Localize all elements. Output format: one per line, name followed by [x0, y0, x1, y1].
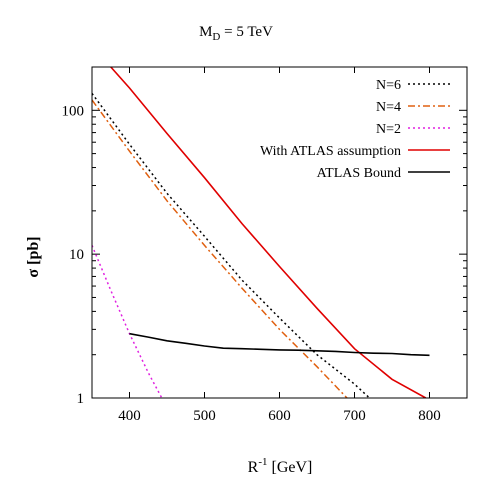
series-line-n-4: [92, 99, 348, 398]
y-tick-label: 10: [69, 247, 84, 263]
svg-text:MD = 5 TeV: MD = 5 TeV: [199, 24, 273, 43]
legend-label-n-2: N=2: [376, 122, 401, 137]
x-tick-label: 600: [268, 408, 291, 424]
plot-frame: [91, 66, 468, 399]
series-line-atlas-bound: [129, 332, 430, 357]
legend: N=6 N=4 N=2 With ATLAS assumption ATLAS Boun…: [260, 78, 450, 181]
legend-label-n-4: N=4: [376, 100, 401, 115]
series-line-with-atlas-assumption: [110, 67, 427, 398]
chart-title: MD = 5 TeV: [199, 24, 273, 43]
y-tick-label: 1: [77, 391, 85, 407]
x-axis-label: R-1 [GeV]: [248, 456, 313, 476]
legend-label-n-6: N=6: [376, 78, 401, 93]
x-tick-label: 800: [418, 408, 441, 424]
y-axis-label: σ [pb]: [25, 236, 42, 277]
series-line-n-6: [92, 92, 371, 398]
legend-label-with-atlas-assumption: With ATLAS assumption: [260, 144, 401, 159]
series-lines: [92, 67, 430, 398]
axis-ticks: 400 500 600 700 800 1 10 100: [62, 67, 467, 424]
series-line-n-2: [92, 245, 163, 398]
y-tick-label: 100: [62, 103, 85, 119]
x-tick-label: 500: [193, 408, 216, 424]
legend-label-atlas-bound: ATLAS Bound: [317, 166, 401, 181]
x-tick-label: 700: [343, 408, 366, 424]
x-tick-label: 400: [118, 408, 141, 424]
svg-text:R-1 [GeV]: R-1 [GeV]: [248, 456, 313, 476]
